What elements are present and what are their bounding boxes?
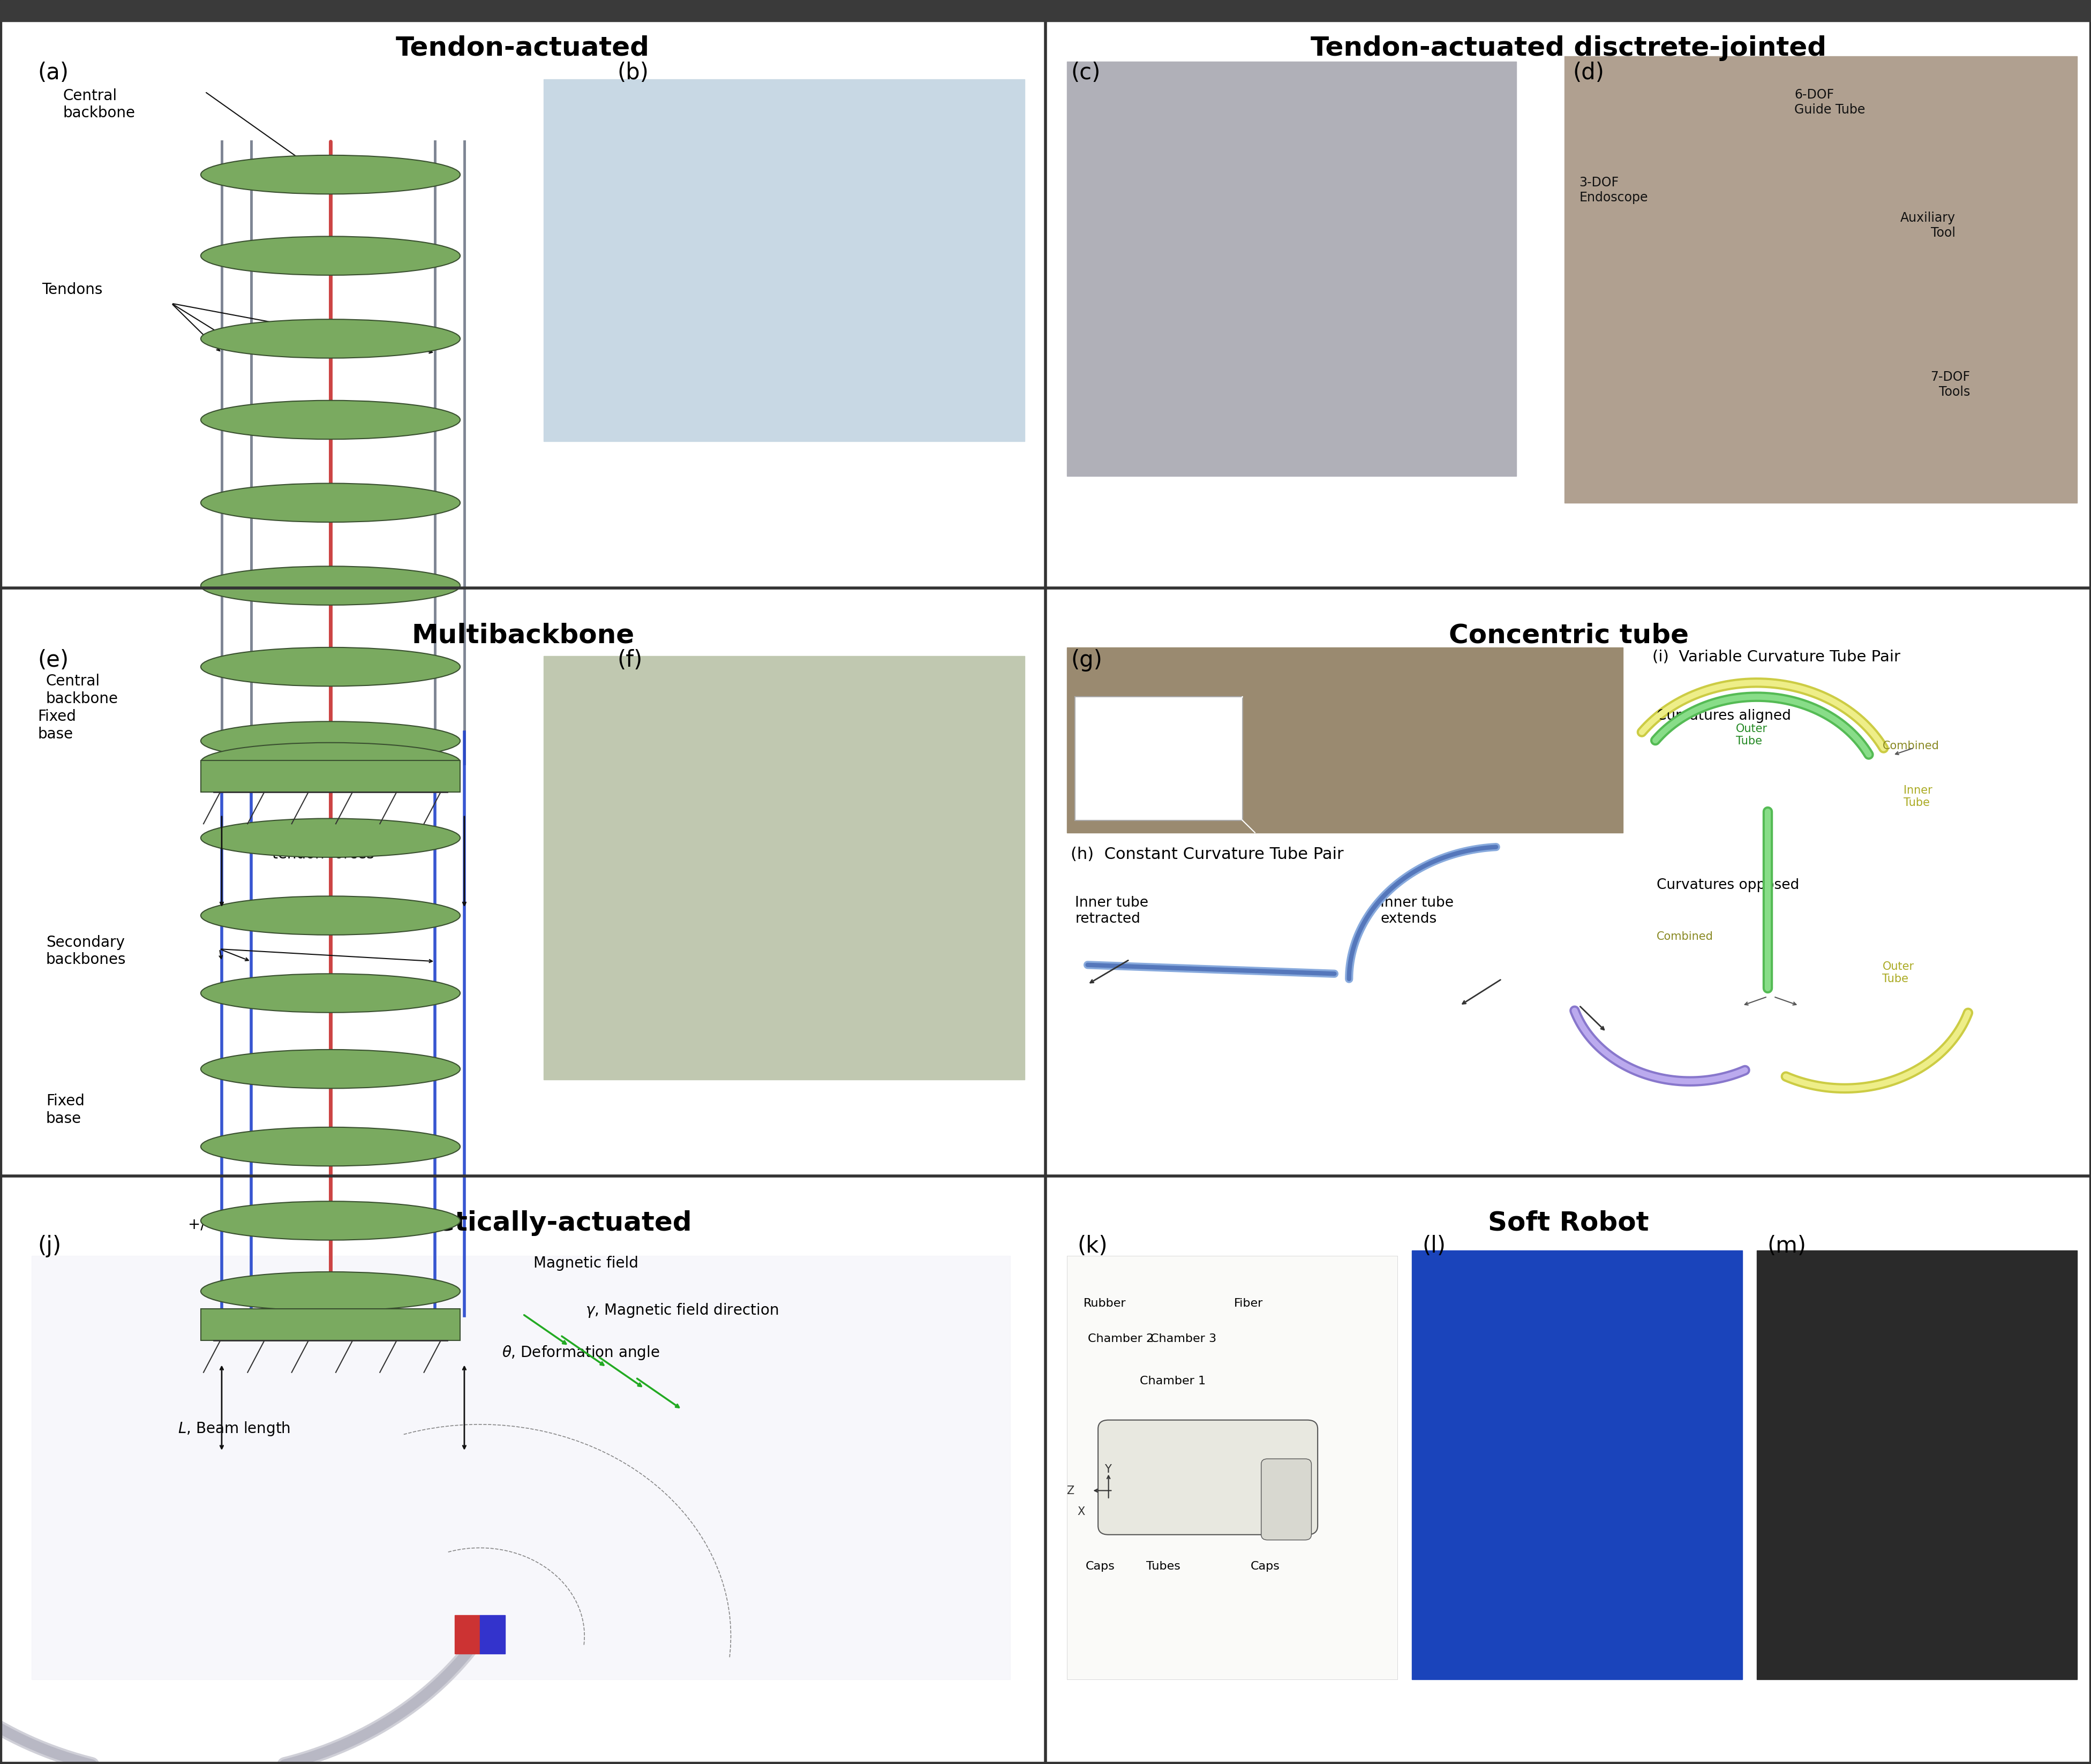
Text: Inner tube
retracted: Inner tube retracted [1075,896,1148,926]
Text: (d): (d) [1572,62,1604,85]
Text: Curvatures aligned: Curvatures aligned [1656,709,1790,723]
Text: 6-DOF
Guide Tube: 6-DOF Guide Tube [1794,88,1865,116]
Text: Inner
Tube: Inner Tube [1903,785,1932,808]
Ellipse shape [201,974,460,1013]
Text: Tendons: Tendons [42,282,102,298]
Bar [1411,1251,1742,1679]
Bar [1564,56,2076,503]
Text: (h)  Constant Curvature Tube Pair: (h) Constant Curvature Tube Pair [1071,847,1345,863]
Text: $L$, Beam length: $L$, Beam length [178,1420,291,1438]
Text: 7-DOF
Tools: 7-DOF Tools [1930,370,1970,399]
Text: Rubber: Rubber [1083,1298,1125,1309]
Bar [454,1614,479,1653]
Text: Combined: Combined [1656,931,1713,942]
Ellipse shape [201,566,460,605]
Ellipse shape [201,319,460,358]
Text: Chamber 3: Chamber 3 [1150,1334,1217,1344]
Bar [0,0,2091,21]
Text: (b): (b) [617,62,648,85]
Ellipse shape [201,1272,460,1311]
Text: Z: Z [1066,1485,1075,1496]
Ellipse shape [201,1127,460,1166]
Bar [1756,1251,2076,1679]
Text: (e): (e) [38,649,69,672]
Ellipse shape [201,236,460,275]
Bar [1075,697,1242,820]
Text: (i)  Variable Curvature Tube Pair: (i) Variable Curvature Tube Pair [1652,649,1901,665]
Ellipse shape [201,721,460,760]
Text: (j): (j) [38,1235,61,1258]
Text: Fiber: Fiber [1234,1298,1263,1309]
Ellipse shape [201,743,460,781]
Text: $\theta$, Deformation angle: $\theta$, Deformation angle [502,1344,659,1362]
Text: Magnetically-actuated: Magnetically-actuated [353,1210,692,1237]
Text: +/- Backbone forces: +/- Backbone forces [188,1217,339,1233]
Text: Chamber 2: Chamber 2 [1087,1334,1154,1344]
Ellipse shape [201,400,460,439]
Ellipse shape [201,818,460,857]
Text: (m): (m) [1767,1235,1807,1258]
Text: Chamber 1: Chamber 1 [1140,1376,1207,1387]
Bar [479,1614,504,1653]
Bar [201,1309,460,1341]
Bar [1066,1256,1397,1679]
Text: (k): (k) [1077,1235,1108,1258]
Ellipse shape [201,1201,460,1240]
Text: Tendon-actuated: Tendon-actuated [395,35,650,62]
Text: Central
backbone: Central backbone [63,88,136,120]
Text: Central
backbone: Central backbone [46,674,119,706]
Text: $\gamma$, Magnetic field direction: $\gamma$, Magnetic field direction [585,1302,778,1319]
FancyBboxPatch shape [1098,1420,1317,1535]
Text: Tubes: Tubes [1146,1561,1179,1572]
Text: Auxiliary
Tool: Auxiliary Tool [1901,212,1955,240]
Text: Outer
Tube: Outer Tube [1882,961,1913,984]
Text: Inner tube
extends: Inner tube extends [1380,896,1453,926]
Bar [201,760,460,792]
Text: Combined: Combined [1882,741,1938,751]
Text: Caps: Caps [1250,1561,1280,1572]
Bar [31,1256,1010,1679]
Text: Concentric tube: Concentric tube [1449,623,1687,649]
Text: Magnetic field: Magnetic field [533,1256,638,1272]
Text: Fixed
base: Fixed base [46,1094,84,1125]
Text: Secondary
backbones: Secondary backbones [46,935,125,967]
Text: (g): (g) [1071,649,1102,672]
Text: Fixed
base: Fixed base [38,709,75,741]
Text: Caps: Caps [1085,1561,1115,1572]
Ellipse shape [201,483,460,522]
Text: (f): (f) [617,649,642,672]
Bar [1066,647,1623,833]
Text: 3-DOF
Endoscope: 3-DOF Endoscope [1579,176,1648,205]
Text: Multibackbone: Multibackbone [412,623,634,649]
Text: Soft Robot: Soft Robot [1489,1210,1648,1237]
Ellipse shape [201,896,460,935]
Text: X: X [1077,1506,1085,1517]
Text: Tendon-actuated disctrete-jointed: Tendon-actuated disctrete-jointed [1311,35,1825,62]
Text: (c): (c) [1071,62,1100,85]
FancyBboxPatch shape [1261,1459,1311,1540]
Ellipse shape [201,647,460,686]
Bar [544,656,1025,1080]
Text: Y: Y [1104,1464,1110,1475]
Text: Positive
tendon forces: Positive tendon forces [272,829,374,861]
Text: (l): (l) [1422,1235,1445,1258]
Ellipse shape [201,155,460,194]
Bar [544,79,1025,441]
Text: Curvatures opposed: Curvatures opposed [1656,878,1798,893]
Text: (a): (a) [38,62,69,85]
Text: Outer
Tube: Outer Tube [1736,723,1767,746]
Bar [1066,62,1516,476]
Ellipse shape [201,1050,460,1088]
